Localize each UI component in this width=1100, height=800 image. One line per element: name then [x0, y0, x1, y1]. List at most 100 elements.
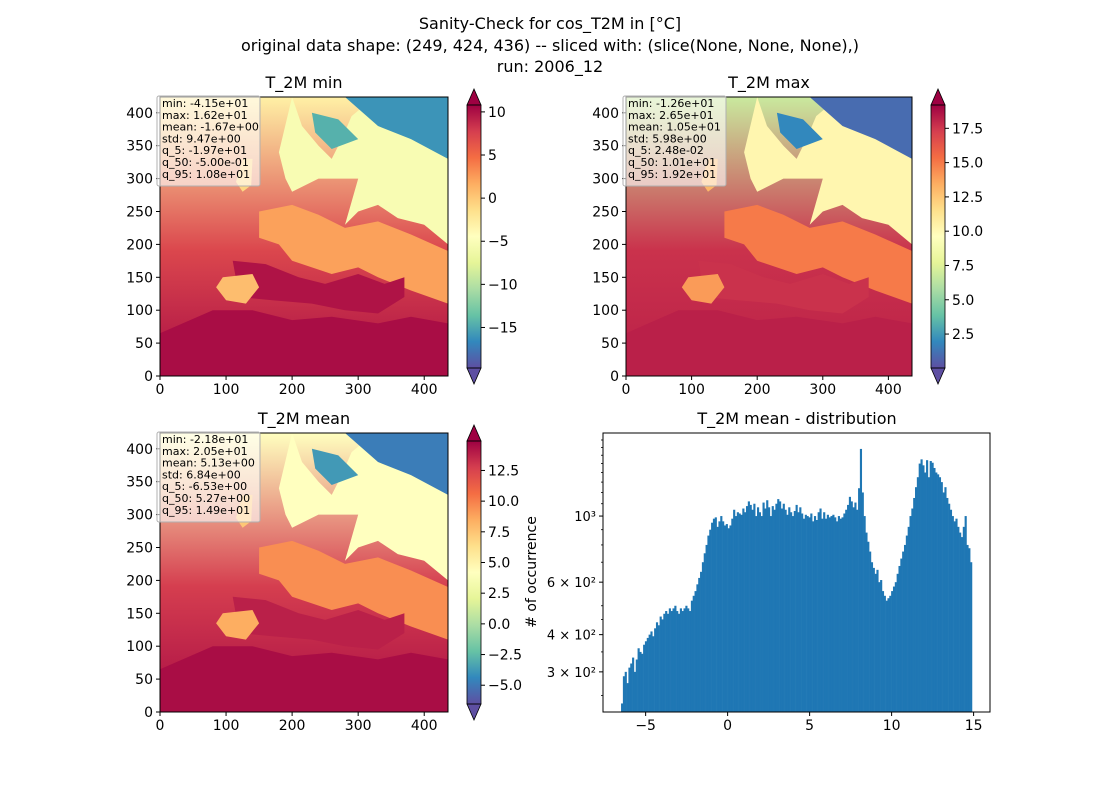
histogram-bar [665, 611, 668, 712]
histogram-bar [630, 663, 633, 712]
colorbar-tick-label: 2.5 [952, 327, 974, 343]
stats-line: q_95: 1.92e+01 [628, 168, 716, 181]
histogram-bar [913, 497, 916, 712]
histogram-bar [689, 611, 692, 712]
map-y-tick-label: 250 [126, 204, 153, 220]
histogram-bar [701, 562, 705, 712]
histogram-bar [635, 659, 638, 712]
histogram-bar [848, 496, 851, 712]
map-frame [159, 96, 449, 377]
histogram-bar [797, 512, 800, 712]
figure-title-line-3: run: 2006_12 [497, 57, 603, 77]
histogram-bar [808, 517, 811, 712]
histogram-bar [874, 573, 877, 712]
histogram-bar [834, 517, 837, 712]
map-y-tick-label: 400 [126, 442, 153, 458]
histogram-bar [957, 526, 960, 712]
map-x-tick-label: 100 [678, 382, 705, 398]
histogram-bar [938, 477, 942, 712]
stats-line: min: -1.26e+01 [628, 97, 714, 110]
histogram-bar [942, 492, 945, 712]
histogram-bar [692, 595, 695, 712]
histogram-bar [646, 637, 649, 712]
histogram-x-tick-label: 10 [883, 718, 901, 734]
histogram-bar [819, 508, 822, 712]
map-x-tick-label: 400 [411, 718, 438, 734]
histogram-bar [795, 504, 798, 712]
histogram-bar [929, 461, 932, 712]
colorbar-tick-label: 0 [488, 191, 497, 207]
histogram-bar [896, 573, 899, 712]
map-y-tick-label: 50 [135, 672, 153, 688]
histogram-bar [690, 600, 693, 712]
stats-line: q_50: -5.00e-01 [162, 156, 249, 169]
histogram-bar [830, 516, 833, 712]
histogram-bar [742, 508, 745, 712]
histogram-bar [823, 512, 826, 712]
histogram-bar [723, 525, 727, 712]
histogram-bar [731, 518, 734, 712]
map-y-tick-label: 0 [144, 705, 153, 721]
histogram-bar [951, 516, 954, 712]
stats-line: mean: -1.67e+00 [162, 121, 259, 134]
colorbar-tick-label: 10.0 [952, 224, 983, 240]
map-x-tick-label: 100 [213, 382, 240, 398]
histogram-bar [672, 608, 675, 712]
histogram-bar [773, 509, 776, 712]
histogram-bar [655, 622, 659, 712]
histogram-bar [812, 521, 815, 712]
histogram-bar [865, 532, 868, 712]
histogram-bar [771, 506, 774, 712]
histogram-bar [753, 503, 756, 712]
histogram-bar [628, 667, 631, 712]
histogram-bar [869, 551, 872, 712]
histogram-bar [836, 521, 839, 712]
temperature-field [160, 97, 448, 376]
histogram-x-tick-label: 0 [723, 718, 732, 734]
histogram-bar [898, 565, 901, 712]
map-y-tick-label: 100 [592, 303, 619, 319]
histogram-bar [935, 472, 938, 712]
histogram-bar [962, 526, 965, 712]
histogram-bar [788, 507, 791, 712]
histogram-bar [889, 595, 892, 712]
map-x-tick-label: 0 [156, 382, 165, 398]
colorbar-tick-label: 10.0 [488, 494, 519, 510]
figure-title-line-2: original data shape: (249, 424, 436) -- … [241, 36, 859, 55]
histogram-bar [632, 657, 635, 712]
histogram-bar [784, 509, 787, 712]
histogram-bar [924, 472, 927, 712]
histogram-bar [641, 653, 644, 712]
colorbar-tick-label: 17.5 [952, 121, 983, 137]
histogram-bar [780, 508, 784, 712]
histogram-bar [801, 513, 804, 712]
histogram-bar [762, 502, 765, 712]
histogram-bar [714, 517, 717, 712]
histogram-bar [909, 516, 912, 712]
map-title: T_2M mean [257, 409, 350, 429]
histogram-bar [885, 600, 888, 712]
histogram-bar [911, 508, 914, 712]
histogram-bar [861, 492, 864, 712]
histogram-bar [659, 616, 662, 712]
histogram-bar [856, 509, 859, 712]
colorbar-tick-label: 12.5 [488, 463, 519, 479]
histogram-bar [764, 508, 767, 712]
histogram-bar [949, 509, 953, 712]
histogram-bar [839, 518, 842, 712]
histogram-bar [758, 512, 761, 712]
histogram-bar [712, 518, 716, 712]
histogram-bar [905, 535, 908, 712]
histogram-bar [802, 518, 806, 712]
histogram-bar [966, 544, 969, 712]
histogram-bar [694, 591, 697, 712]
histogram-bar [716, 526, 719, 712]
map-y-tick-label: 350 [126, 139, 153, 155]
histogram-bar [858, 488, 861, 712]
histogram-bar [832, 514, 835, 712]
map-y-tick-label: 250 [126, 540, 153, 556]
histogram-bar [927, 477, 931, 712]
stats-line: q_5: 2.48e-02 [628, 144, 704, 157]
